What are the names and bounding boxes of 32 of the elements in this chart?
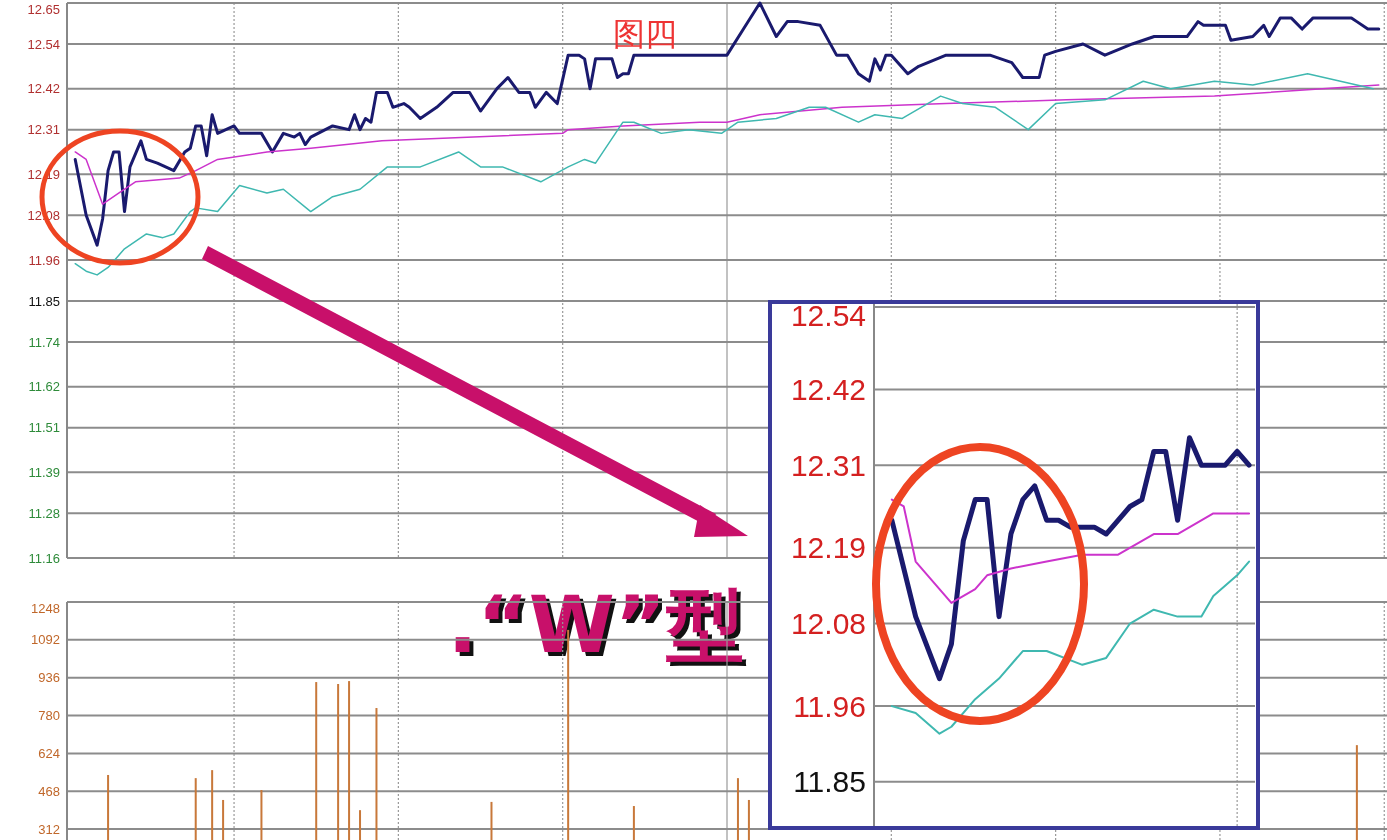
- y-tick-label: 312: [38, 821, 60, 837]
- chart-title: 图四: [613, 15, 677, 53]
- line-series: [890, 560, 1251, 735]
- y-tick-label: 12.31: [790, 448, 866, 482]
- y-tick-label: 11.96: [28, 252, 60, 268]
- line-series: [73, 1, 1381, 247]
- y-tick-label: 780: [38, 708, 60, 724]
- line-series: [890, 498, 1251, 604]
- y-tick-label: 936: [38, 670, 60, 686]
- y-tick-label: 11.39: [28, 464, 60, 480]
- y-tick-label: 11.62: [28, 379, 60, 395]
- y-tick-label: 11.51: [28, 420, 60, 436]
- y-tick-label: 624: [38, 745, 60, 761]
- y-tick-label: 11.96: [793, 689, 866, 723]
- y-tick-label: 12.31: [27, 122, 60, 138]
- y-tick-label: 12.54: [790, 298, 866, 332]
- y-tick-label: 12.19: [790, 531, 866, 565]
- y-tick-label: 11.16: [28, 550, 60, 566]
- line-series: [74, 73, 1375, 276]
- y-tick-label: 11.28: [28, 505, 60, 521]
- y-tick-label: 12.08: [790, 607, 866, 641]
- y-tick-label: 12.54: [27, 36, 60, 52]
- line-series: [74, 84, 1380, 205]
- y-tick-label: 12.65: [27, 2, 60, 18]
- y-tick-label: 11.85: [793, 765, 866, 799]
- y-tick-label: 1248: [31, 601, 60, 617]
- y-tick-label: 1092: [31, 632, 60, 648]
- y-tick-label: 11.85: [28, 293, 60, 309]
- y-tick-label: 12.42: [790, 372, 866, 406]
- y-tick-label: 468: [38, 783, 60, 799]
- y-tick-label: 12.42: [27, 81, 60, 97]
- y-tick-label: 11.74: [28, 334, 60, 350]
